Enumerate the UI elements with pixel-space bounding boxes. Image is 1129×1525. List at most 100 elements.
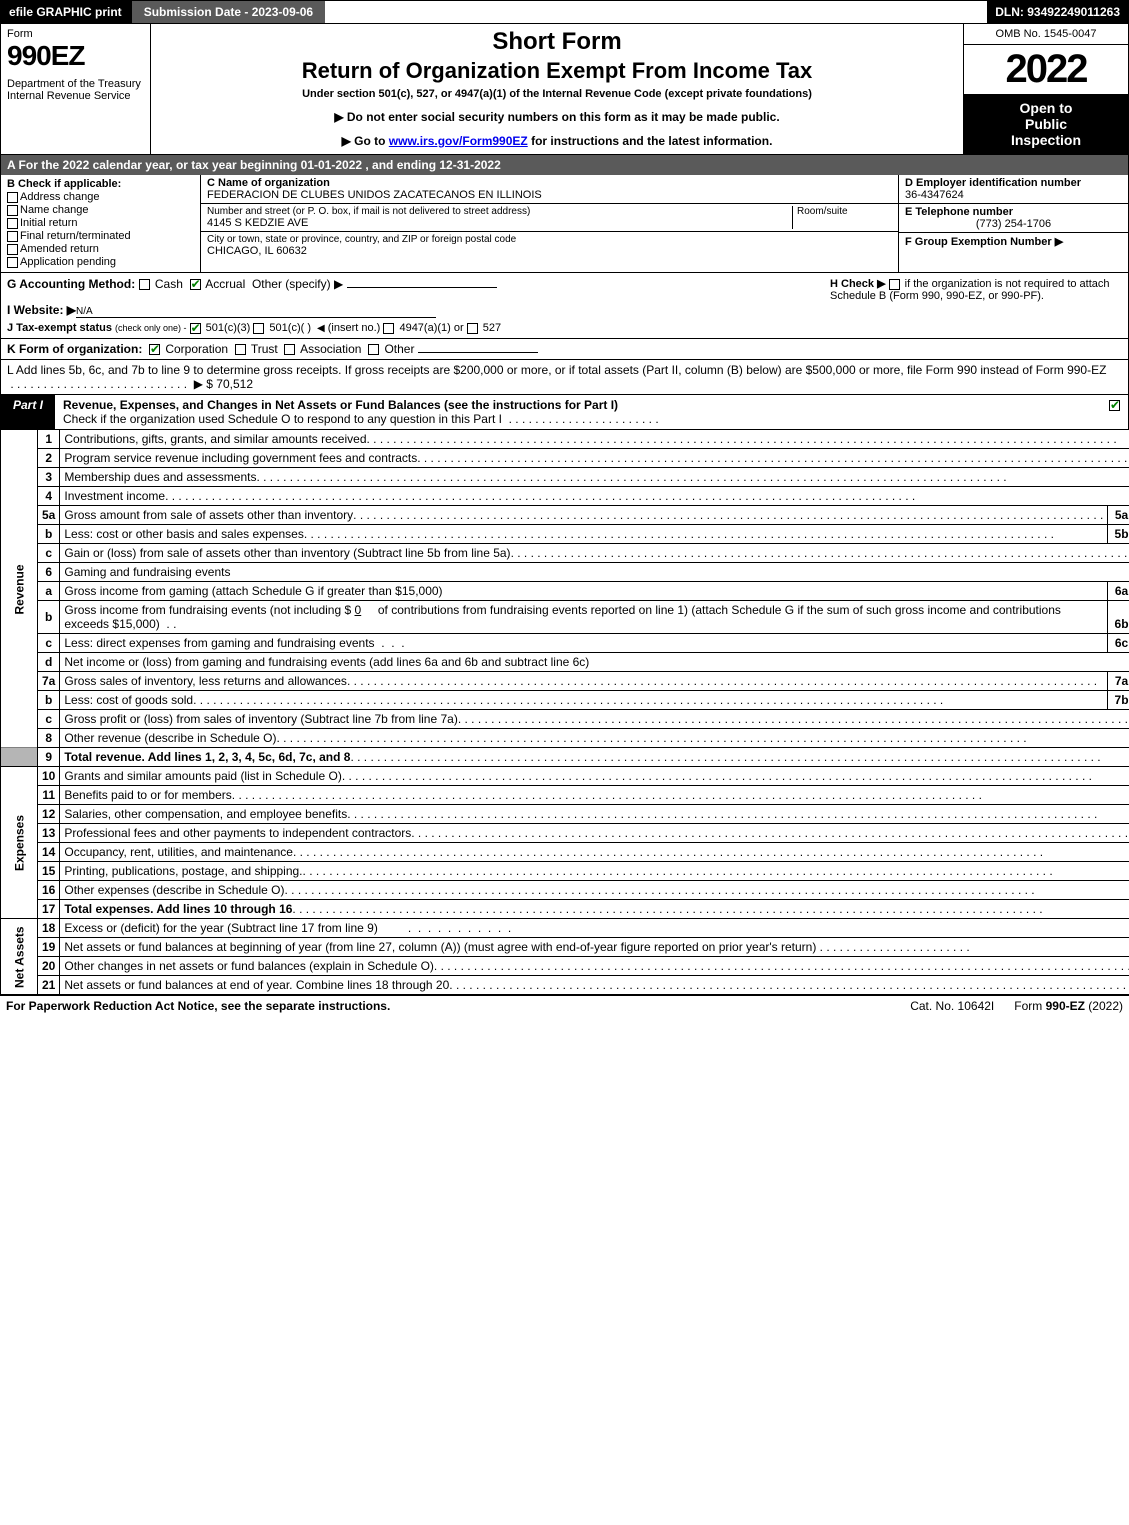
b-title: B Check if applicable: [7, 178, 194, 190]
section-b: B Check if applicable: Address change Na… [1, 175, 201, 272]
check-association[interactable] [284, 344, 295, 355]
org-name: FEDERACION DE CLUBES UNIDOS ZACATECANOS … [207, 189, 892, 201]
ein-label: D Employer identification number [905, 177, 1122, 189]
org-name-row: C Name of organization FEDERACION DE CLU… [201, 175, 898, 204]
line-15: 15 Printing, publications, postage, and … [1, 862, 1129, 881]
section-c: C Name of organization FEDERACION DE CLU… [201, 175, 898, 272]
line-12: 12 Salaries, other compensation, and emp… [1, 805, 1129, 824]
l-amount: $ 70,512 [206, 377, 253, 391]
line-7c: c Gross profit or (loss) from sales of i… [1, 710, 1129, 729]
line-6c: c Less: direct expenses from gaming and … [1, 634, 1129, 653]
l-text: L Add lines 5b, 6c, and 7b to line 9 to … [7, 363, 1106, 377]
line-10: Expenses 10 Grants and similar amounts p… [1, 767, 1129, 786]
i-label: I Website: ▶ [7, 303, 76, 317]
line-3: 3 Membership dues and assessments 3 0 [1, 468, 1129, 487]
line-19: 19 Net assets or fund balances at beginn… [1, 938, 1129, 957]
ein-row: D Employer identification number 36-4347… [899, 175, 1128, 204]
check-501c[interactable] [253, 323, 264, 334]
line-6: 6 Gaming and fundraising events [1, 563, 1129, 582]
section-l: L Add lines 5b, 6c, and 7b to line 9 to … [0, 360, 1129, 395]
line-5a: 5a Gross amount from sale of assets othe… [1, 506, 1129, 525]
part-1-header: Part I Revenue, Expenses, and Changes in… [0, 395, 1129, 430]
check-other-org[interactable] [368, 344, 379, 355]
section-ghij: G Accounting Method: Cash Accrual Other … [0, 273, 1129, 339]
omb-number: OMB No. 1545-0047 [964, 24, 1128, 45]
check-527[interactable] [467, 323, 478, 334]
header-left: Form 990EZ Department of the Treasury In… [1, 24, 151, 154]
check-501c3[interactable] [190, 323, 201, 334]
check-cash[interactable] [139, 279, 150, 290]
form-number: 990EZ [7, 40, 144, 72]
department-label: Department of the Treasury Internal Reve… [7, 78, 144, 102]
efile-print-label[interactable]: efile GRAPHIC print [1, 1, 130, 23]
line-7b: b Less: cost of goods sold 7b 0 [1, 691, 1129, 710]
header-center: Short Form Return of Organization Exempt… [151, 24, 963, 154]
line-9: 9 Total revenue. Add lines 1, 2, 3, 4, 5… [1, 748, 1129, 767]
irs-link[interactable]: www.irs.gov/Form990EZ [389, 134, 528, 148]
paperwork-notice: For Paperwork Reduction Act Notice, see … [6, 999, 890, 1013]
website: N/A [76, 306, 436, 318]
part-1-label: Part I [1, 395, 55, 429]
check-amended-return[interactable]: Amended return [7, 243, 194, 255]
line-11: 11 Benefits paid to or for members 11 [1, 786, 1129, 805]
form-header: Form 990EZ Department of the Treasury In… [0, 24, 1129, 155]
section-def: D Employer identification number 36-4347… [898, 175, 1128, 272]
tax-year: 2022 [964, 45, 1128, 94]
netassets-vert-label: Net Assets [1, 919, 38, 995]
line-17: 17 Total expenses. Add lines 10 through … [1, 900, 1129, 919]
check-initial-return[interactable]: Initial return [7, 217, 194, 229]
check-address-change[interactable]: Address change [7, 191, 194, 203]
ein: 36-4347624 [905, 189, 1122, 201]
form-ref: Form 990-EZ (2022) [1014, 999, 1123, 1013]
header-right: OMB No. 1545-0047 2022 Open to Public In… [963, 24, 1128, 154]
line-6a: a Gross income from gaming (attach Sched… [1, 582, 1129, 601]
line-13: 13 Professional fees and other payments … [1, 824, 1129, 843]
line-7a: 7a Gross sales of inventory, less return… [1, 672, 1129, 691]
line-6d: d Net income or (loss) from gaming and f… [1, 653, 1129, 672]
line-20: 20 Other changes in net assets or fund b… [1, 957, 1129, 976]
short-form-title: Short Form [159, 28, 955, 56]
check-4947[interactable] [383, 323, 394, 334]
check-name-change[interactable]: Name change [7, 204, 194, 216]
line-21: 21 Net assets or fund balances at end of… [1, 976, 1129, 995]
expenses-vert-label: Expenses [1, 767, 38, 919]
check-h[interactable] [889, 279, 900, 290]
tel: (773) 254-1706 [905, 218, 1122, 230]
city: CHICAGO, IL 60632 [207, 245, 516, 257]
submission-date: Submission Date - 2023-09-06 [130, 1, 325, 23]
g-label: G Accounting Method: [7, 277, 135, 291]
goto-pre: ▶ Go to [342, 134, 389, 148]
line-4: 4 Investment income 4 0 [1, 487, 1129, 506]
city-row: City or town, state or province, country… [201, 232, 898, 272]
city-label: City or town, state or province, country… [207, 234, 516, 245]
row-i: I Website: ▶N/A [7, 303, 822, 318]
section-bcdef: B Check if applicable: Address change Na… [0, 175, 1129, 273]
h-label: H Check ▶ [830, 278, 886, 290]
part-1-table: Revenue 1 Contributions, gifts, grants, … [0, 430, 1129, 995]
line-6b: b Gross income from fundraising events (… [1, 601, 1129, 634]
street: 4145 S KEDZIE AVE [207, 217, 788, 229]
l-arrow: ▶ [194, 377, 203, 391]
group-exemption-row: F Group Exemption Number ▶ [899, 233, 1128, 272]
check-schedule-o[interactable] [1109, 400, 1120, 411]
check-accrual[interactable] [190, 279, 201, 290]
line-14: 14 Occupancy, rent, utilities, and maint… [1, 843, 1129, 862]
goto-instructions: ▶ Go to www.irs.gov/Form990EZ for instru… [159, 134, 955, 148]
catalog-number: Cat. No. 10642I [890, 999, 1014, 1013]
line-5b: b Less: cost or other basis and sales ex… [1, 525, 1129, 544]
line-8: 8 Other revenue (describe in Schedule O)… [1, 729, 1129, 748]
row-j: J Tax-exempt status (check only one) - 5… [7, 322, 822, 334]
group-label: F Group Exemption Number ▶ [905, 236, 1063, 248]
line-1: Revenue 1 Contributions, gifts, grants, … [1, 430, 1129, 449]
check-corporation[interactable] [149, 344, 160, 355]
org-name-label: C Name of organization [207, 177, 892, 189]
page-footer: For Paperwork Reduction Act Notice, see … [0, 995, 1129, 1016]
tel-row: E Telephone number (773) 254-1706 [899, 204, 1128, 233]
line-18: Net Assets 18 Excess or (deficit) for th… [1, 919, 1129, 938]
part-1-title: Revenue, Expenses, and Changes in Net As… [55, 395, 1103, 429]
open-public-badge: Open to Public Inspection [964, 94, 1128, 154]
goto-post: for instructions and the latest informat… [528, 134, 773, 148]
check-application-pending[interactable]: Application pending [7, 256, 194, 268]
check-trust[interactable] [235, 344, 246, 355]
check-final-return[interactable]: Final return/terminated [7, 230, 194, 242]
